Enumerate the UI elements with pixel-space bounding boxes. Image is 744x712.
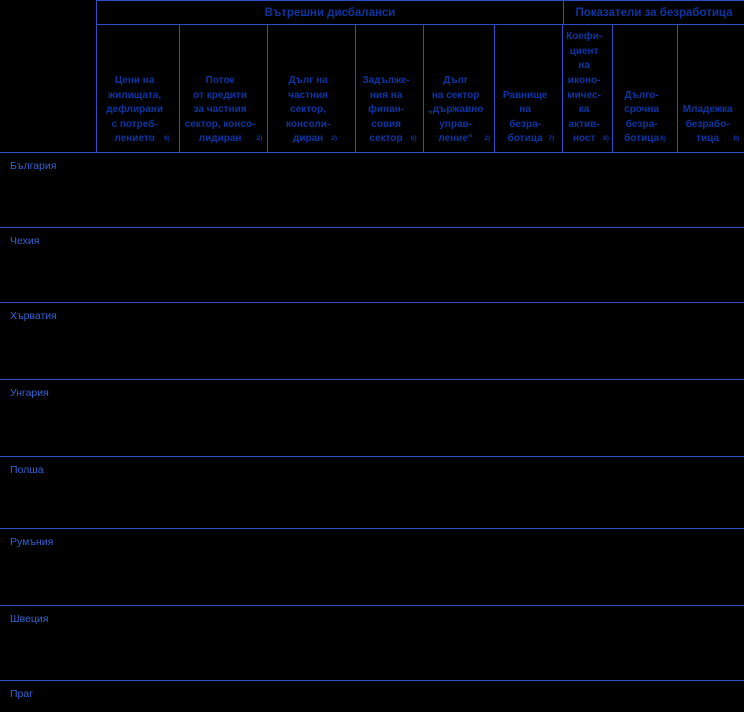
row-label-hungary: Унгария [10, 387, 49, 399]
column-header-label: Дълг на частния сектор, консоли- диран [285, 75, 331, 145]
footnote-marker: 6) [410, 135, 417, 143]
footnote-marker: 2) [484, 135, 491, 143]
column-header-label: Коефи- циент на иконо- мичес- ка актив- … [566, 31, 603, 145]
row-label-sweden: Швеция [10, 613, 49, 625]
table-row: Чехия [0, 228, 744, 303]
table-row: Полша [0, 457, 744, 529]
table-body: България Чехия Хърватия Унгария Полша Ру… [0, 153, 744, 712]
footnote-marker: 7) [548, 135, 555, 143]
row-label-poland: Полша [10, 464, 44, 476]
footnote-marker: 2) [256, 135, 263, 143]
group-label: Показатели за безработица [575, 6, 733, 19]
footnote-marker: 8) [733, 135, 740, 143]
table-row: Румъния [0, 529, 744, 606]
column-header-activity-rate: Коефи- циент на иконо- мичес- ка актив- … [563, 25, 613, 152]
footnote-marker: 2) [331, 135, 338, 143]
table-row: Унгария [0, 380, 744, 457]
column-header-private-sector-debt: Дълг на частния сектор, консоли- диран 2) [268, 25, 356, 152]
column-header-row: Цени на жилищата, дефлирани с потреб- ле… [96, 25, 744, 152]
row-label-czechia: Чехия [10, 235, 40, 247]
column-header-youth-unemployment: Младежка безрабо- тица 8) [678, 25, 744, 152]
column-header-private-credit-flow: Поток от кредити за частния сектор, конс… [180, 25, 268, 152]
column-header-label: Дълг на сектор „държавно управ- ление“ [427, 75, 484, 145]
column-header-unemployment-rate: Равнище на безра- ботица 7) [495, 25, 563, 152]
header-bottom-rule [0, 152, 744, 153]
header-group-unemployment-indicators: Показатели за безработица [564, 1, 744, 24]
column-header-label: Младежка безрабо- тица [682, 104, 733, 145]
row-label-romania: Румъния [10, 536, 54, 548]
group-label: Вътрешни дисбаланси [264, 6, 396, 19]
table-row: Швеция [0, 606, 744, 681]
column-header-government-debt: Дълг на сектор „държавно управ- ление“ 2) [424, 25, 495, 152]
column-header-label: Цени на жилищата, дефлирани с потреб- ле… [106, 75, 163, 145]
column-header-label: Поток от кредити за частния сектор, конс… [184, 75, 256, 145]
column-header-label: Равнище на безра- ботица [502, 89, 548, 145]
header-group-internal-imbalances: Вътрешни дисбаланси [97, 1, 564, 24]
row-label-threshold: Праг [10, 688, 34, 700]
table-row: България [0, 153, 744, 228]
column-header-label: Задълже- ния на финан- совия сектор [362, 75, 410, 145]
row-label-croatia: Хърватия [10, 310, 57, 322]
footnote-marker: 8) [660, 135, 666, 143]
row-label-bulgaria: България [10, 160, 57, 172]
footnote-marker: 6) [164, 135, 170, 143]
column-header-label: Дълго- срочна безра- ботица [624, 89, 660, 145]
column-header-financial-sector-liabilities: Задълже- ния на финан- совия сектор 6) [356, 25, 424, 152]
table-row: Хърватия [0, 303, 744, 380]
table-row-threshold: Праг [0, 681, 744, 712]
footnote-marker: 8) [603, 135, 609, 143]
column-header-long-term-unemployment: Дълго- срочна безра- ботица 8) [613, 25, 678, 152]
column-header-house-prices: Цени на жилищата, дефлирани с потреб- ле… [97, 25, 180, 152]
header-group-row: Вътрешни дисбаланси Показатели за безраб… [96, 0, 744, 25]
